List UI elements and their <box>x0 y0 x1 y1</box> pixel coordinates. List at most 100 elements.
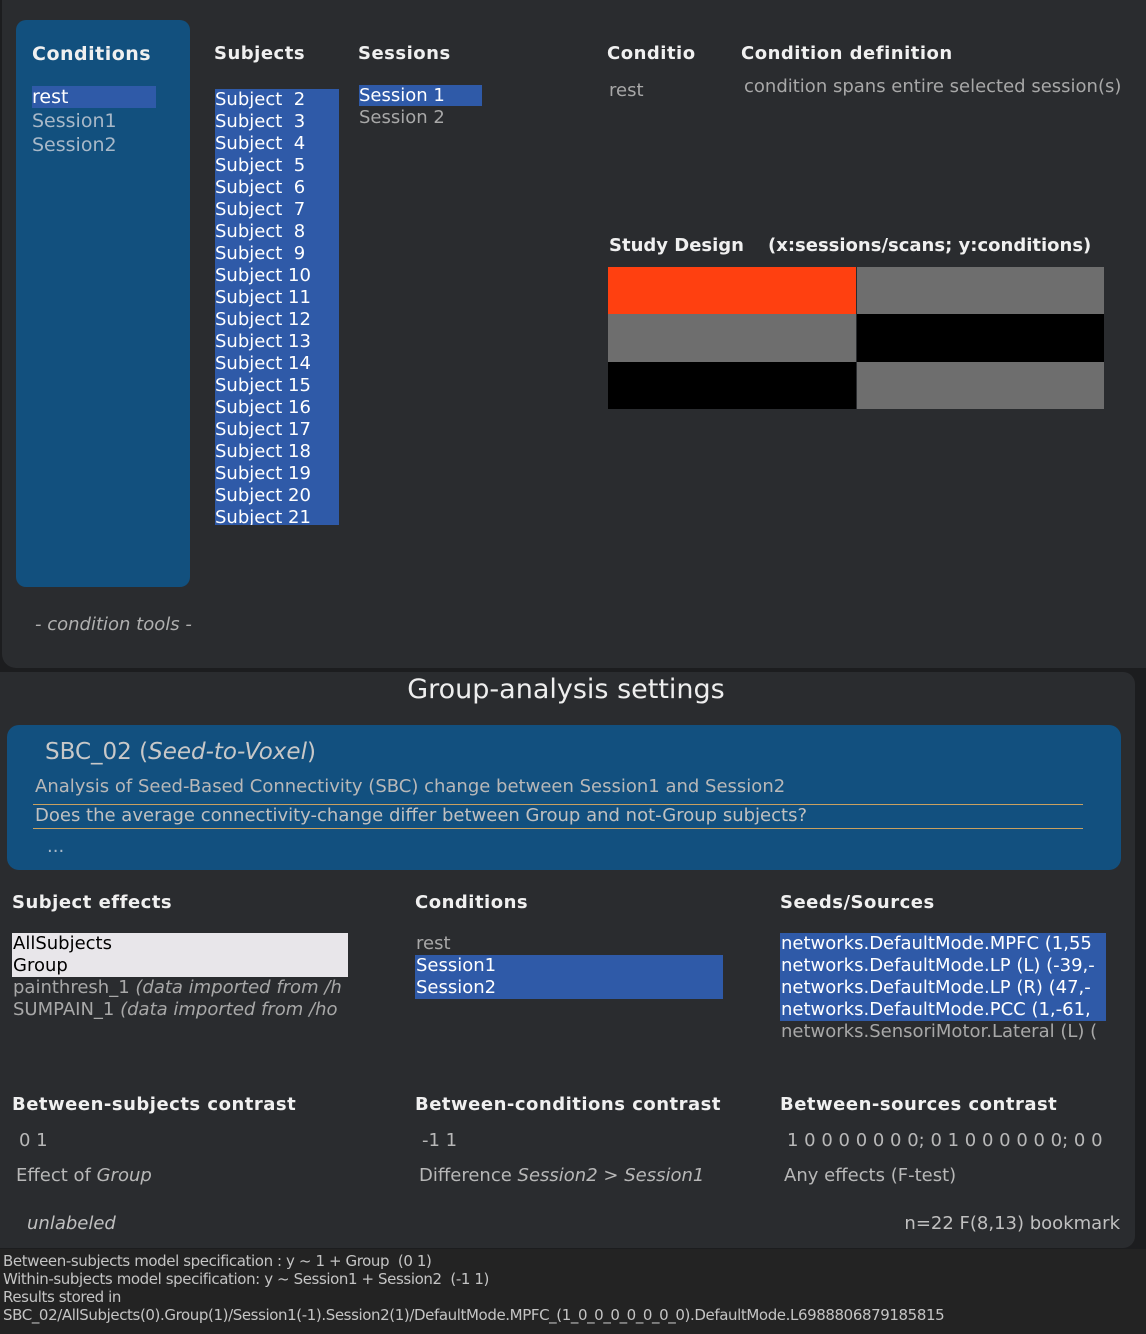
analysis-label: unlabeled <box>27 1213 116 1234</box>
status-line: SBC_02/AllSubjects(0).Group(1)/Session1(… <box>3 1306 945 1324</box>
list-item[interactable]: networks.DefaultMode.LP (R) (47,- <box>780 977 1106 999</box>
text-part: Group <box>13 955 68 976</box>
list-item[interactable]: networks.DefaultMode.LP (L) (-39,- <box>780 955 1106 977</box>
subject-item[interactable]: Subject 9 <box>215 243 339 265</box>
text-part: Session1 <box>624 1165 705 1186</box>
text-part: (data imported from /ho <box>120 999 338 1020</box>
tools-label: - condition tools - <box>35 614 192 635</box>
contrast-value[interactable]: 0 1 <box>19 1130 48 1151</box>
bookmark[interactable]: n=22 F(8,13) bookmark <box>904 1213 1120 1234</box>
subject-item[interactable]: Subject 16 <box>215 397 339 419</box>
design-cell <box>608 361 856 409</box>
contrast-title: Between-subjects contrast <box>12 1094 297 1115</box>
table-cell: rest <box>609 80 644 101</box>
list-item[interactable]: networks.SensoriMotor.Lateral (L) ( <box>780 1021 1106 1043</box>
list-item[interactable]: Group <box>12 955 348 977</box>
table-cell: condition spans entire selected session(… <box>744 76 1122 97</box>
list-item[interactable]: Session2 <box>415 977 723 999</box>
status-line: Within-subjects model specification: y ~… <box>3 1270 489 1288</box>
text-part: networks.SensoriMotor.Lateral (L) ( <box>781 1021 1098 1042</box>
more: ... <box>47 836 65 857</box>
design-cell <box>857 314 1104 362</box>
subject-item[interactable]: Subject 14 <box>215 353 339 375</box>
condition-item[interactable]: rest <box>32 86 156 108</box>
subject-item[interactable]: Subject 4 <box>215 133 339 155</box>
section-title: Conditions <box>415 892 529 913</box>
text-part: rest <box>416 933 451 954</box>
section-title: Conditions <box>32 43 152 65</box>
text-part: AllSubjects <box>13 933 112 954</box>
condition-item[interactable]: Session1 <box>32 110 117 132</box>
list-item[interactable]: networks.DefaultMode.PCC (1,-61, <box>780 999 1106 1021</box>
subject-item[interactable]: Subject 13 <box>215 331 339 353</box>
subject-item[interactable]: Subject 12 <box>215 309 339 331</box>
text-part: networks.DefaultMode.MPFC (1,55 <box>781 933 1092 954</box>
analysis-description: Analysis of Seed-Based Connectivity (SBC… <box>35 776 786 797</box>
list-item[interactable]: networks.DefaultMode.MPFC (1,55 <box>780 933 1106 955</box>
text-part: SBC_02 ( <box>45 739 149 765</box>
subject-item[interactable]: Subject 20 <box>215 485 339 507</box>
text-part: Any effects (F-test) <box>784 1165 957 1186</box>
list-item[interactable]: networks.SensoriMotor.Lateral (R) <box>780 1043 1106 1045</box>
table-header: Conditio <box>607 43 696 64</box>
subject-item[interactable]: Subject 18 <box>215 441 339 463</box>
text-part: networks.DefaultMode.LP (R) (47,- <box>781 977 1091 998</box>
text-part: networks.DefaultMode.LP (L) (-39,- <box>781 955 1095 976</box>
design-cell <box>608 314 856 362</box>
text-part: > <box>597 1165 625 1186</box>
list-item[interactable]: AllSubjects <box>12 933 348 955</box>
text-part: (data imported from /h <box>135 977 342 998</box>
question-frame <box>33 804 1083 829</box>
contrast-value[interactable]: 1 0 0 0 0 0 0 0; 0 1 0 0 0 0 0 0; 0 0 <box>787 1130 1103 1151</box>
contrast-label: Effect of Group <box>16 1165 152 1187</box>
list: rest Session1 Session2 <box>415 933 723 1045</box>
subject-list: Subject 2 Subject 3 Subject 4 Subject 5 Subj… <box>215 85 339 525</box>
design-cell <box>608 267 856 315</box>
text-part: ) <box>306 739 316 765</box>
text-part: Session2 <box>416 977 497 998</box>
subject-item[interactable]: Subject 11 <box>215 287 339 309</box>
list-item[interactable]: SUMPAIN_1 (data imported from /ho <box>12 999 348 1021</box>
subject-item[interactable]: Subject 17 <box>215 419 339 441</box>
contrast-title: Between-sources contrast <box>780 1094 1058 1115</box>
subject-item[interactable]: Subject 2 <box>215 89 339 111</box>
subject-item[interactable]: Subject 19 <box>215 463 339 485</box>
analysis-name: SBC_02 (Seed-to-Voxel) <box>45 739 316 765</box>
list-item[interactable]: Session1 <box>415 955 723 977</box>
status-area <box>0 1249 1146 1334</box>
group-title: Group-analysis settings <box>407 674 725 705</box>
subject-item[interactable]: Subject 7 <box>215 199 339 221</box>
section-title: Seeds/Sources <box>780 892 935 913</box>
study-design-title: Study Design <box>609 235 744 256</box>
subject-item[interactable]: Subject 21 <box>215 507 339 525</box>
text-part: networks.SensoriMotor.Lateral (R) <box>781 1043 1087 1045</box>
text-part: Session1 <box>416 955 497 976</box>
study-design-grid <box>608 267 1104 409</box>
text-part: Difference <box>419 1165 518 1186</box>
text-part: Seed-to-Voxel <box>148 739 307 765</box>
list: networks.DefaultMode.MPFC (1,55 networks.… <box>780 933 1106 1045</box>
section-title: Subject effects <box>12 892 173 913</box>
text-part: painthresh_1 <box>13 977 136 998</box>
list-item[interactable]: rest <box>415 933 723 955</box>
list-item[interactable]: painthresh_1 (data imported from /h <box>12 977 348 999</box>
subject-item[interactable]: Subject 3 <box>215 111 339 133</box>
subject-item[interactable]: Subject 5 <box>215 155 339 177</box>
session-item[interactable]: Session 2 <box>359 107 445 128</box>
subject-item[interactable]: Subject 6 <box>215 177 339 199</box>
subject-item[interactable]: Subject 15 <box>215 375 339 397</box>
contrast-value[interactable]: -1 1 <box>422 1130 458 1151</box>
session-item[interactable]: Session 1 <box>359 85 482 106</box>
text-part: networks.DefaultMode.PCC (1,-61, <box>781 999 1091 1020</box>
study-design-subtitle: (x:sessions/scans; y:conditions) <box>768 235 1092 256</box>
contrast-label: Any effects (F-test) <box>784 1165 956 1187</box>
text-part: Session2 <box>517 1165 598 1186</box>
list: AllSubjects Group painthresh_1 (data impor… <box>12 933 348 1045</box>
conditions-panel <box>16 20 190 587</box>
analysis-question[interactable]: Does the average connectivity-change dif… <box>35 805 807 826</box>
design-cell <box>857 267 1104 315</box>
subject-item[interactable]: Subject 8 <box>215 221 339 243</box>
subject-item[interactable]: Subject 10 <box>215 265 339 287</box>
condition-item[interactable]: Session2 <box>32 134 117 156</box>
